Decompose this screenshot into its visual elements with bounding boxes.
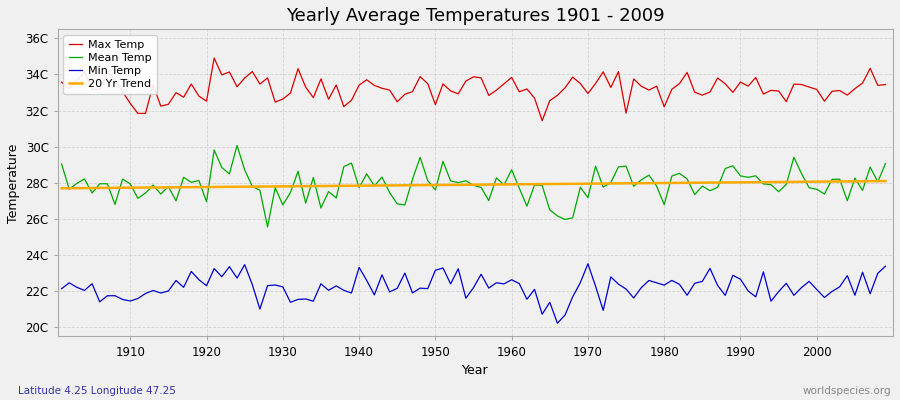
Min Temp — [285, 300, 296, 305]
Max Temp — [117, 89, 128, 94]
20 Yr Trend — [117, 185, 128, 190]
Mean Temp — [301, 201, 311, 206]
Min Temp — [507, 277, 517, 282]
Line: 20 Yr Trend: 20 Yr Trend — [61, 181, 886, 188]
Min Temp — [499, 282, 509, 286]
Min Temp — [582, 262, 593, 266]
20 Yr Trend — [880, 179, 891, 184]
Min Temp — [552, 321, 562, 326]
Mean Temp — [613, 164, 624, 169]
Min Temp — [613, 282, 624, 286]
Min Temp — [117, 297, 128, 302]
Max Temp — [514, 90, 525, 94]
Y-axis label: Temperature: Temperature — [7, 143, 20, 222]
Line: Min Temp: Min Temp — [61, 264, 886, 323]
Max Temp — [338, 104, 349, 109]
Min Temp — [331, 284, 342, 288]
Line: Max Temp: Max Temp — [61, 58, 886, 121]
20 Yr Trend — [56, 186, 67, 191]
20 Yr Trend — [507, 182, 517, 187]
Max Temp — [292, 66, 303, 71]
20 Yr Trend — [331, 184, 342, 188]
Legend: Max Temp, Mean Temp, Min Temp, 20 Yr Trend: Max Temp, Mean Temp, Min Temp, 20 Yr Tre… — [63, 35, 157, 94]
Mean Temp — [117, 177, 128, 182]
Mean Temp — [262, 224, 273, 229]
Text: worldspecies.org: worldspecies.org — [803, 386, 891, 396]
Mean Temp — [514, 186, 525, 190]
Text: Latitude 4.25 Longitude 47.25: Latitude 4.25 Longitude 47.25 — [18, 386, 176, 396]
Min Temp — [880, 264, 891, 269]
Mean Temp — [231, 143, 242, 148]
Max Temp — [536, 118, 547, 123]
20 Yr Trend — [285, 184, 296, 189]
Mean Temp — [521, 204, 532, 208]
20 Yr Trend — [598, 181, 608, 186]
X-axis label: Year: Year — [462, 364, 489, 377]
Max Temp — [613, 69, 624, 74]
Max Temp — [209, 56, 220, 60]
Line: Mean Temp: Mean Temp — [61, 146, 886, 227]
Mean Temp — [880, 161, 891, 166]
Mean Temp — [56, 162, 67, 166]
Max Temp — [880, 82, 891, 87]
Max Temp — [56, 80, 67, 84]
Title: Yearly Average Temperatures 1901 - 2009: Yearly Average Temperatures 1901 - 2009 — [286, 7, 665, 25]
Mean Temp — [346, 161, 357, 166]
20 Yr Trend — [499, 182, 509, 187]
Max Temp — [507, 75, 517, 80]
Min Temp — [56, 286, 67, 291]
